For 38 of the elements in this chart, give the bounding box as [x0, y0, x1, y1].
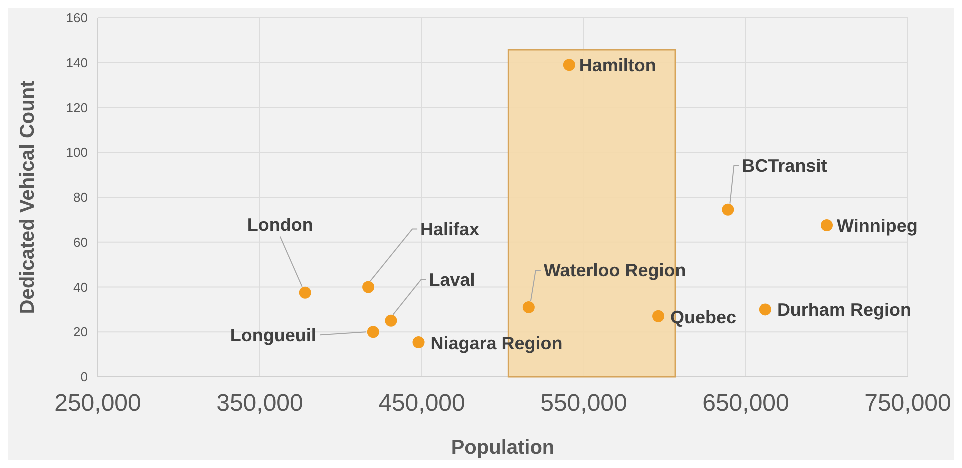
- annotation: BCTransit: [742, 156, 828, 176]
- point: [821, 220, 833, 232]
- point: [362, 281, 375, 294]
- point: [722, 204, 734, 216]
- y-tick-label: 120: [66, 100, 88, 116]
- point: [385, 314, 398, 327]
- y-tick-label: 140: [66, 55, 88, 70]
- x-tick-label: 450,000: [378, 390, 466, 417]
- point: [652, 310, 665, 322]
- x-tick-label: 650,000: [702, 390, 790, 417]
- annotation: Waterloo Region: [544, 260, 686, 281]
- annotation: London: [247, 215, 314, 236]
- annotation: Winnipeg: [837, 216, 918, 236]
- y-tick-label: 60: [74, 234, 88, 250]
- point: [759, 304, 772, 316]
- annotation: Longueuil: [230, 325, 316, 346]
- y-tick-label: 20: [74, 324, 88, 340]
- annotation: Niagara Region: [430, 334, 563, 354]
- x-tick-label: 250,000: [54, 390, 142, 417]
- annotation: Halifax: [420, 220, 480, 240]
- x-tick-label: 350,000: [216, 390, 304, 417]
- y-tick-label: 0: [80, 370, 88, 385]
- x-tick-label: 550,000: [540, 390, 628, 417]
- annotation: Durham Region: [777, 300, 912, 320]
- point: [367, 326, 380, 338]
- y-tick-label: 80: [74, 190, 88, 206]
- annotation: Laval: [429, 270, 476, 290]
- y-axis-title: Dedicated Vehical Count: [17, 80, 39, 314]
- y-tick-label: 40: [74, 280, 88, 295]
- x-tick-label: 750,000: [864, 390, 952, 417]
- y-tick-label: 160: [66, 10, 88, 26]
- point: [412, 336, 425, 348]
- point: [299, 286, 312, 299]
- x-axis-title: Population: [451, 437, 555, 459]
- y-tick-label: 100: [66, 145, 88, 160]
- point: [563, 59, 576, 72]
- point: [522, 301, 535, 314]
- annotation: Hamilton: [579, 55, 656, 76]
